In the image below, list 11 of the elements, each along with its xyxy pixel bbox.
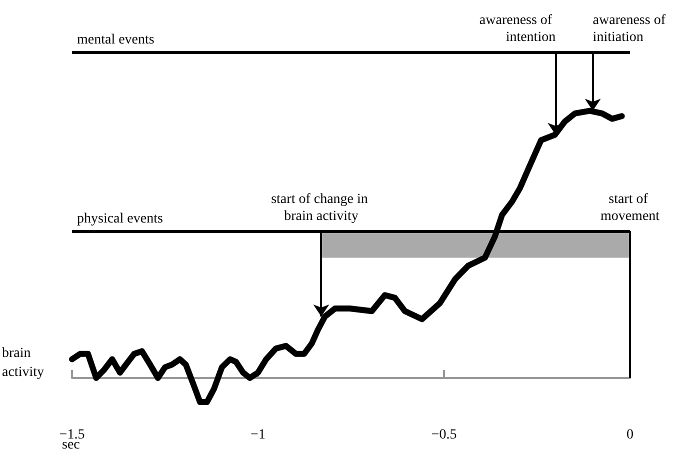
x-tick-label: −0.5 xyxy=(431,428,457,442)
y-axis-title: brain activity xyxy=(2,346,44,380)
annotation: awareness of intention xyxy=(479,13,556,46)
ref-line-label: physical events xyxy=(77,212,163,227)
annotation: start of change in brain activity xyxy=(271,192,372,224)
x-tick-label: 0 xyxy=(626,428,634,442)
annotation: awareness of initiation xyxy=(592,13,669,46)
ref-line-label: start of movement xyxy=(600,192,660,224)
x-tick-label: −1.5 xyxy=(59,428,85,442)
ref-line-label: mental events xyxy=(77,32,154,48)
x-tick-label: −1 xyxy=(250,428,266,442)
